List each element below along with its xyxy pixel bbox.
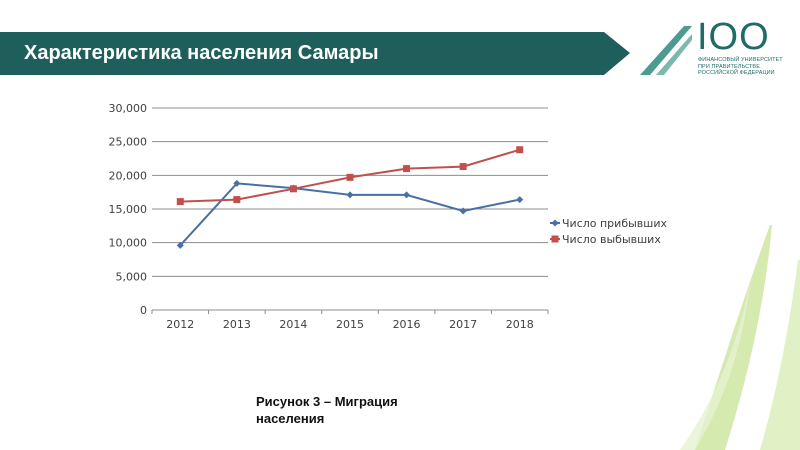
y-tick-label: 20,000 (109, 169, 148, 182)
legend-label: Число прибывших (562, 217, 667, 230)
y-tick-label: 15,000 (109, 203, 148, 216)
university-logo: IOO ФИНАНСОВЫЙ УНИВЕРСИТЕТ ПРИ ПРАВИТЕЛЬ… (686, 16, 788, 80)
figure-caption: Рисунок 3 – Миграция населения (256, 394, 398, 426)
data-point-departures (176, 198, 184, 206)
y-tick-label: 25,000 (109, 136, 148, 149)
logo-text: ФИНАНСОВЫЙ УНИВЕРСИТЕТ ПРИ ПРАВИТЕЛЬСТВЕ… (698, 57, 788, 77)
logo-line-1: ФИНАНСОВЫЙ УНИВЕРСИТЕТ (698, 57, 783, 63)
x-tick-label: 2014 (279, 318, 307, 331)
data-point-departures (516, 146, 524, 154)
x-tick-label: 2017 (449, 318, 477, 331)
data-point-departures (346, 173, 354, 181)
data-point-arrivals (403, 191, 411, 199)
y-tick-label: 30,000 (109, 102, 148, 115)
data-point-departures (289, 185, 297, 193)
data-point-arrivals (176, 241, 184, 249)
x-tick-label: 2013 (223, 318, 251, 331)
data-point-departures (403, 165, 411, 173)
legend-label: Число выбывших (562, 233, 661, 246)
header-banner (0, 26, 692, 75)
migration-chart: 0 5,000 10,000 15,000 20,000 25,000 30,000 2012… (109, 102, 668, 331)
data-point-departures (459, 163, 467, 171)
y-tick-label: 0 (140, 304, 147, 317)
logo-number: IOO (697, 16, 770, 58)
page-title: Характеристика населения Самары (24, 42, 379, 64)
x-tick-label: 2016 (393, 318, 421, 331)
x-tick-label: 2018 (506, 318, 534, 331)
data-point-arrivals (516, 196, 524, 204)
legend-marker (551, 219, 559, 227)
data-point-departures (233, 196, 241, 204)
logo-line-3: РОССИЙСКОЙ ФЕДЕРАЦИИ (698, 70, 775, 76)
data-point-arrivals (233, 179, 241, 187)
data-point-arrivals (346, 191, 354, 199)
y-tick-label: 5,000 (116, 270, 148, 283)
x-tick-label: 2015 (336, 318, 364, 331)
data-point-arrivals (459, 207, 467, 215)
corner-decoration (680, 225, 800, 450)
x-tick-label: 2012 (166, 318, 194, 331)
logo-line-2: ПРИ ПРАВИТЕЛЬСТВЕ (698, 63, 760, 70)
legend-marker (551, 235, 559, 243)
y-tick-label: 10,000 (109, 237, 148, 250)
